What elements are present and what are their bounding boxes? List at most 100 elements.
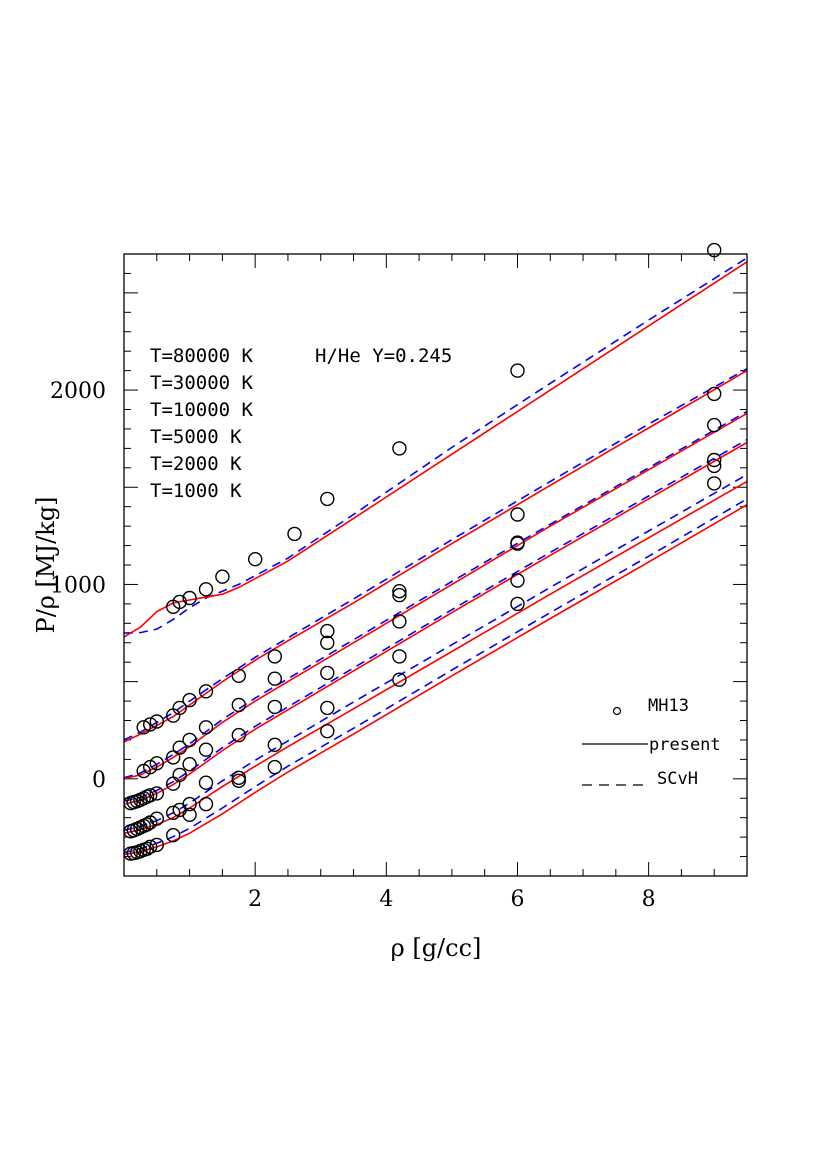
mh13-point <box>707 476 722 491</box>
legend-marker-mh13 <box>612 706 622 716</box>
x-tick-label: 2 <box>248 887 262 912</box>
x-axis-label: ρ [g/cc] <box>391 934 482 962</box>
mh13-point <box>707 452 722 468</box>
isotherm-4 <box>123 452 748 839</box>
mh13-point <box>149 714 165 729</box>
mh13-point <box>142 839 158 854</box>
scvh-line <box>123 498 748 854</box>
mh13-point <box>198 742 214 757</box>
mh13-point <box>267 671 282 686</box>
mh13-point <box>392 584 407 599</box>
y-tick-label: 2000 <box>50 379 106 404</box>
legend-label-scvh: SCvH <box>657 769 698 789</box>
mh13-point <box>198 775 214 790</box>
mh13-point <box>198 720 214 735</box>
mh13-point <box>320 623 335 639</box>
mh13-point <box>267 737 282 752</box>
mh13-point <box>231 773 247 788</box>
isotherm-0 <box>123 242 748 638</box>
mh13-point <box>267 699 282 715</box>
mh13-point <box>142 717 158 732</box>
mh13-point <box>267 649 282 664</box>
mh13-point <box>320 724 335 739</box>
mh13-point <box>198 684 214 699</box>
mh13-point <box>320 700 335 716</box>
temperature-annotations: T=80000 K T=30000 K T=10000 K T=5000 K T… <box>150 345 452 502</box>
mh13-point <box>510 363 525 378</box>
mh13-point <box>198 582 214 597</box>
mixture-label: H/He Y=0.245 <box>315 345 452 367</box>
mh13-point <box>149 811 165 826</box>
present-line <box>123 261 748 638</box>
mh13-point <box>287 526 302 542</box>
temperature-label-5000: T=5000 K <box>150 426 242 448</box>
isotherm-3 <box>123 417 748 811</box>
plot-frame <box>123 253 748 877</box>
mh13-point <box>182 757 197 772</box>
mh13-point <box>320 491 335 507</box>
legend: MH13 present SCvH <box>582 696 721 789</box>
temperature-label-2000: T=2000 K <box>150 453 242 475</box>
mh13-point <box>149 837 165 853</box>
mh13-point <box>149 756 165 771</box>
mh13-point <box>392 614 407 629</box>
mh13-point <box>320 635 335 650</box>
mh13-point <box>510 573 525 588</box>
temperature-label-10000: T=10000 K <box>150 399 254 421</box>
series-layer <box>123 242 748 861</box>
mh13-point <box>392 441 407 456</box>
axis-ticks <box>123 253 748 877</box>
mh13-point <box>182 692 197 708</box>
tick-labels: 2 4 6 8 0 1000 2000 <box>50 379 656 912</box>
mh13-point <box>172 767 187 783</box>
isotherm-2 <box>123 386 748 780</box>
mh13-point <box>198 796 214 812</box>
temperature-label-30000: T=30000 K <box>150 372 254 394</box>
mh13-point <box>707 242 722 258</box>
legend-label-mh13: MH13 <box>648 696 689 716</box>
temperature-label-80000: T=80000 K <box>150 345 254 367</box>
mh13-point <box>172 740 187 755</box>
y-axis-label: P/ρ [MJ/kg] <box>32 497 60 634</box>
mh13-point <box>392 649 407 664</box>
mh13-point <box>392 672 407 687</box>
mh13-point <box>182 796 197 812</box>
legend-label-present: present <box>649 735 721 755</box>
mh13-point <box>182 590 197 606</box>
mh13-point <box>231 697 247 713</box>
mh13-point <box>165 750 181 765</box>
temperature-label-1000: T=1000 K <box>150 480 242 502</box>
mh13-point <box>707 417 722 433</box>
mh13-point <box>165 805 181 820</box>
mh13-point <box>182 807 197 822</box>
scvh-line <box>123 438 748 802</box>
mh13-point <box>182 732 197 748</box>
mh13-point <box>142 788 158 803</box>
mh13-point <box>707 386 722 402</box>
mh13-point <box>510 507 525 522</box>
mh13-point <box>172 700 187 716</box>
mh13-point <box>320 665 335 681</box>
mh13-point <box>247 552 263 567</box>
x-tick-label: 4 <box>379 887 393 912</box>
isotherm-5 <box>123 476 748 861</box>
mh13-point <box>392 587 407 603</box>
mh13-point <box>136 720 151 735</box>
mh13-point <box>231 668 247 683</box>
scvh-line <box>123 257 748 634</box>
x-tick-label: 6 <box>510 887 524 912</box>
y-tick-label: 1000 <box>50 573 106 598</box>
mh13-point <box>139 841 155 856</box>
y-tick-label: 0 <box>92 768 106 793</box>
mh13-point <box>165 828 181 843</box>
mh13-point <box>172 594 187 610</box>
mh13-point <box>267 759 282 775</box>
mh13-point <box>510 536 525 551</box>
mh13-point <box>510 596 525 612</box>
mh13-point <box>149 786 165 801</box>
mh13-point <box>231 727 247 743</box>
mh13-point <box>215 569 230 584</box>
x-tick-label: 8 <box>642 887 656 912</box>
